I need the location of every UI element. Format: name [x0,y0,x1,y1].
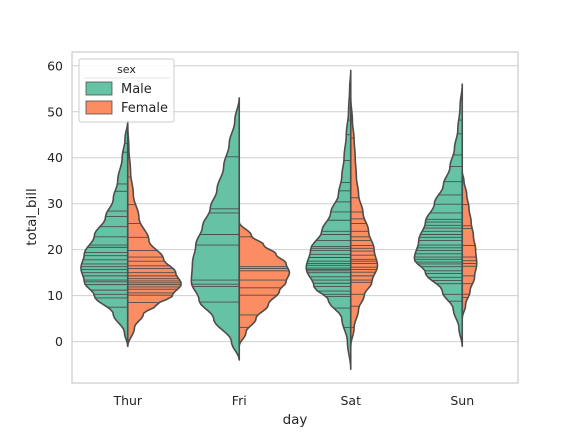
legend-title: sex [117,63,136,76]
violin-body-right [126,124,182,348]
x-tick-label: Sun [450,393,474,408]
y-tick-label: 20 [47,242,63,257]
violins [80,69,478,371]
legend-swatch-female [85,100,113,115]
x-tick-label: Fri [232,393,247,408]
violin-body-right [461,170,478,320]
violin-male-sun [413,83,464,348]
violin-male-sat [305,69,352,371]
y-tick-label: 10 [47,288,63,303]
y-tick-label: 50 [47,104,63,119]
legend: sex Male Female [78,58,175,123]
violin-male-thur [80,120,129,348]
violin-female-sun [461,170,478,320]
violin-female-fri [238,221,291,348]
x-tick-label: Thur [112,393,142,408]
legend-swatch-male [85,81,113,96]
violin-female-sat [349,97,379,348]
violin-male-fri [190,97,241,361]
x-tick-label: Sat [341,393,362,408]
legend-label-female: Female [121,101,168,116]
y-tick-label: 40 [47,150,63,165]
y-tick-label: 30 [47,196,63,211]
plot-frame [71,51,519,384]
violin-body-right [349,97,379,348]
legend-label-male: Male [121,82,152,97]
x-tick-labels: Thur Fri Sat Sun [112,393,474,408]
y-tick-labels: 0 10 20 30 40 50 60 [47,58,63,349]
y-axis-label: total_bill [24,188,40,245]
y-tick-label: 60 [47,58,63,73]
violin-body-left [190,97,241,361]
violin-female-thur [126,124,182,348]
y-tick-label: 0 [55,334,63,349]
x-axis-label: day [283,412,308,428]
